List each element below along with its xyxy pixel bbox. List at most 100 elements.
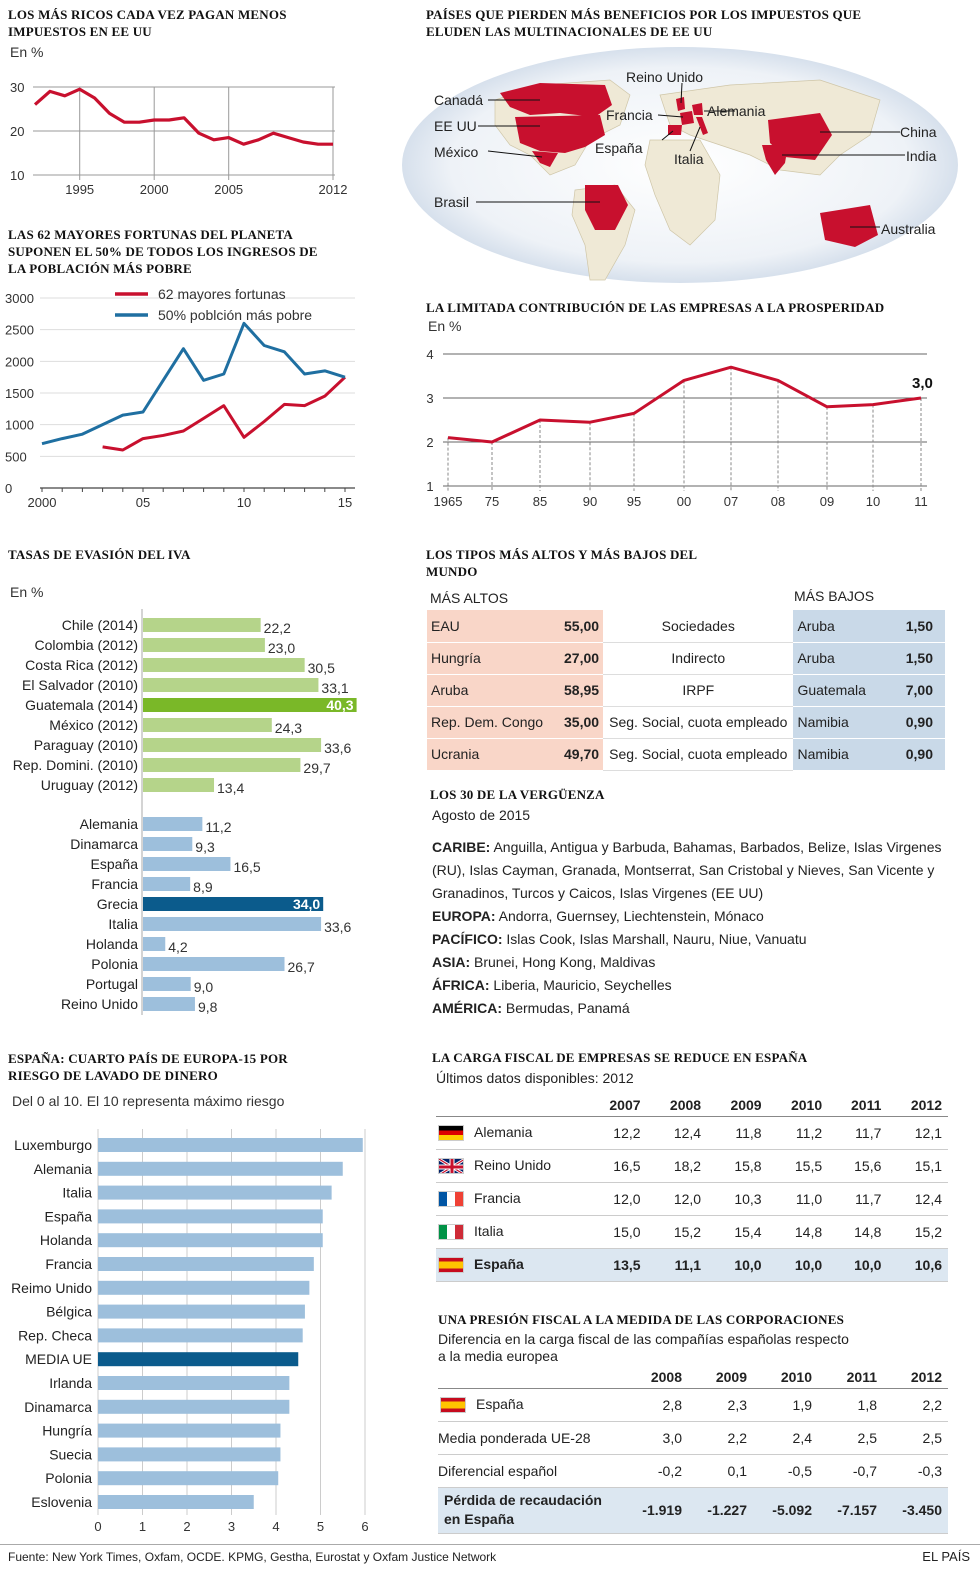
country-name: Francia — [474, 1189, 521, 1206]
country-cell: Italia — [436, 1215, 586, 1249]
bar-value-label: 9,8 — [198, 999, 218, 1015]
region-name: AMÉRICA: — [432, 1000, 502, 1016]
x-tick-label: 1995 — [65, 182, 94, 197]
carga-row: Alemania 12,2 12,4 11,8 11,2 11,7 12,1 — [436, 1116, 948, 1150]
legend-label: 62 mayores fortunas — [158, 286, 286, 302]
value-cell: 13,5 — [586, 1248, 647, 1282]
line-chart-fortunas: 3000 2500 2000 1500 1000 500 0 2000 05 10 15 62 may… — [5, 286, 355, 510]
map-label-usa: EE UU — [434, 118, 477, 134]
country-cell: Reino Unido — [436, 1149, 586, 1183]
x-tick-label: 75 — [485, 494, 499, 509]
value-cell: 11,7 — [828, 1182, 888, 1216]
bar — [143, 977, 191, 991]
category-label: Francia — [45, 1256, 92, 1272]
chart-title-prosperidad: LA LIMITADA CONTRIBUCIÓN DE LAS EMPRESAS… — [426, 300, 885, 315]
tax-type: Indirecto — [603, 642, 794, 675]
category-label: Holanda — [40, 1232, 92, 1248]
country-cell: España — [436, 1248, 586, 1282]
bar — [143, 618, 261, 632]
tipos-row: EAU 55,00 Sociedades Aruba 1,50 — [427, 610, 945, 643]
presion-subtitle: Diferencia en la carga fiscal de las com… — [438, 1331, 849, 1364]
bar — [143, 758, 301, 772]
category-label: Costa Rica (2012) — [25, 657, 138, 673]
category-label: Uruguay (2012) — [41, 777, 138, 793]
row-label-cell: Diferencial español — [438, 1454, 623, 1488]
low-country: Aruba — [793, 642, 876, 675]
bar — [143, 937, 166, 951]
row-label: Media ponderada UE-28 — [438, 1429, 591, 1446]
bar — [98, 1376, 290, 1390]
bar — [143, 738, 322, 752]
high-value: 58,95 — [551, 674, 604, 707]
it-flag — [438, 1224, 464, 1241]
value-cell: -0,7 — [818, 1454, 883, 1488]
category-label: Colombia (2012) — [35, 637, 139, 653]
low-value: 1,50 — [875, 642, 945, 675]
bar — [143, 817, 203, 831]
bar-value-label: 33,6 — [324, 740, 351, 756]
low-value: 1,50 — [875, 610, 945, 643]
high-country: Ucrania — [427, 738, 552, 771]
category-label: Dinamarca — [70, 836, 138, 852]
bar — [143, 857, 231, 871]
bar — [98, 1471, 279, 1486]
bar-value-label: 9,0 — [194, 979, 214, 995]
value-cell: 2,8 — [623, 1388, 688, 1422]
value-cell: 12,1 — [887, 1116, 948, 1150]
value-cell: 12,0 — [586, 1182, 647, 1216]
es-flag — [438, 1257, 464, 1274]
value-cell: -0,2 — [623, 1454, 688, 1488]
tipos-row: Hungría 27,00 Indirecto Aruba 1,50 — [427, 642, 945, 675]
y-tick-label: 1500 — [5, 386, 34, 401]
end-value-label: 3,0 — [912, 375, 933, 392]
value-cell: 14,8 — [828, 1215, 888, 1249]
region-name: ASIA: — [432, 954, 471, 970]
row-label-cell: Pérdida de recaudación en España — [438, 1487, 623, 1534]
fortunas-series-line — [102, 376, 347, 452]
footer-brand: EL PAÍS — [922, 1549, 970, 1564]
mexico-shape — [532, 151, 558, 167]
value-cell: 10,0 — [828, 1248, 888, 1282]
value-cell: 10,0 — [707, 1248, 768, 1282]
value-cell: 10,6 — [887, 1248, 948, 1282]
high-value: 27,00 — [551, 642, 604, 675]
verguenza-date: Agosto de 2015 — [432, 807, 531, 823]
x-tick-label: 0 — [94, 1519, 101, 1534]
bar — [143, 778, 215, 792]
year-header: 2011 — [818, 1366, 883, 1389]
uk-shape — [676, 97, 685, 111]
legend-label: 50% poblción más pobre — [158, 307, 312, 323]
bar-value-label: 33,6 — [324, 919, 351, 935]
category-label: Polonia — [45, 1470, 92, 1486]
region-entry: CARIBE: Anguilla, Antigua y Barbuda, Bah… — [432, 836, 952, 905]
value-cell: 15,1 — [887, 1149, 948, 1183]
bar-value-label: 11,2 — [205, 819, 231, 835]
low-value: 7,00 — [875, 674, 945, 707]
country-name: Italia — [474, 1222, 504, 1239]
high-country: Aruba — [427, 674, 552, 707]
region-entry: EUROPA: Andorra, Guernsey, Liechtenstein… — [432, 905, 952, 928]
bar-value-label: 22,2 — [264, 620, 291, 636]
bar — [98, 1280, 310, 1295]
footer-source: Fuente: New York Times, Oxfam, OCDE. KPM… — [8, 1550, 497, 1564]
category-label: El Salvador (2010) — [22, 677, 138, 693]
high-country: EAU — [427, 610, 552, 643]
chart-title-fortunas: LAS 62 MAYORES FORTUNAS DEL PLANETA SUPO… — [8, 227, 318, 276]
category-label: Alemania — [80, 816, 139, 832]
tipos-table: EAU 55,00 Sociedades Aruba 1,50 Hungría 27,00 I… — [427, 610, 945, 771]
bar — [98, 1233, 323, 1248]
year-header: 2012 — [883, 1366, 948, 1389]
map-label-spain: España — [595, 140, 643, 156]
map-title: PAÍSES QUE PIERDEN MÁS BENEFICIOS POR LO… — [426, 7, 862, 39]
value-cell: 11,8 — [707, 1116, 768, 1150]
region-entry: PACÍFICO: Islas Cook, Islas Marshall, Na… — [432, 928, 952, 951]
low-value: 0,90 — [875, 738, 945, 771]
category-label: Francia — [91, 876, 138, 892]
value-cell: 10,3 — [707, 1182, 768, 1216]
value-cell: 14,8 — [767, 1215, 829, 1249]
region-countries: Islas Cook, Islas Marshall, Nauru, Niue,… — [502, 931, 807, 947]
bar — [98, 1209, 323, 1224]
x-tick-label: 11 — [914, 494, 928, 509]
bar — [143, 638, 265, 652]
value-cell: 15,2 — [887, 1215, 948, 1249]
